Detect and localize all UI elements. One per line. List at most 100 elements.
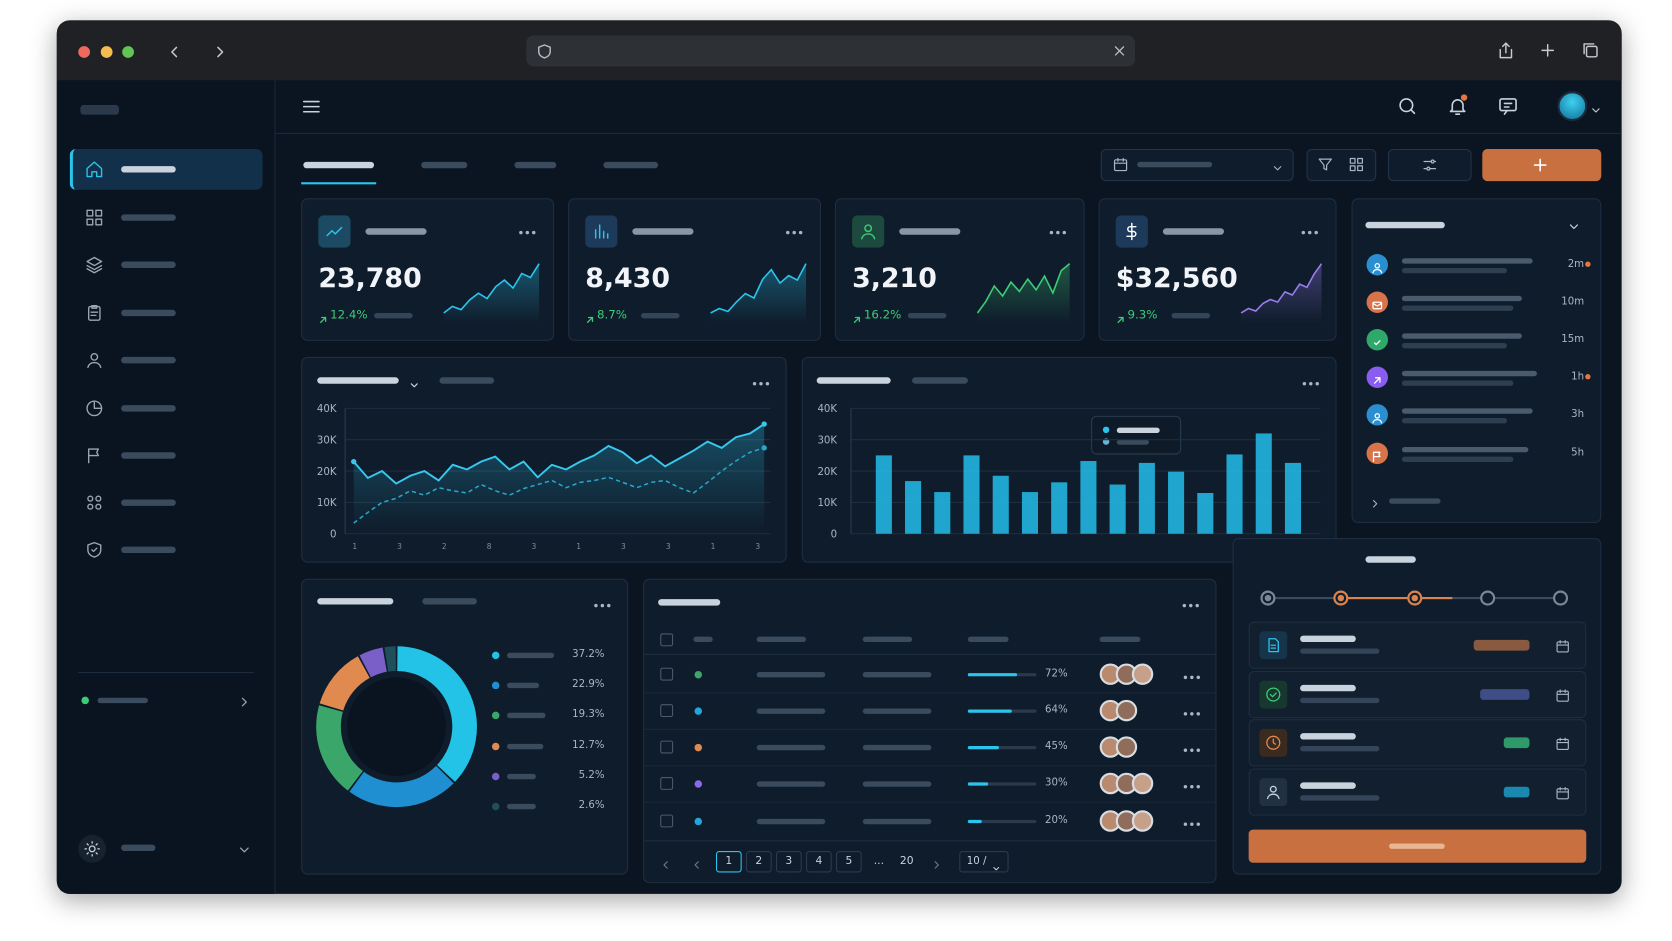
page-button[interactable]: 3 [775,851,802,873]
icon-part [86,218,94,226]
icon-part [786,230,803,235]
back-button[interactable] [165,43,183,61]
page-button[interactable]: 2 [745,851,772,873]
checkbox[interactable] [660,704,674,718]
nav-icon[interactable] [85,446,104,465]
tabs-button[interactable] [1581,41,1600,60]
avatar[interactable] [1557,91,1588,122]
window-control[interactable] [78,46,91,58]
placeholder-text [1401,342,1507,349]
forward-button[interactable] [211,43,229,61]
more-menu[interactable] [592,596,613,609]
icon-part [1196,748,1200,752]
icon-part [1426,166,1431,171]
nav-icon[interactable] [85,255,104,274]
nav-icon[interactable] [85,350,104,369]
progress-fill [967,819,982,823]
icon-part [1503,102,1513,115]
address-bar[interactable] [526,35,1136,67]
page-button[interactable]: 20 [899,855,914,868]
task-calendar[interactable] [1555,785,1570,800]
nav-icon[interactable] [85,493,104,512]
icon-part [1190,748,1194,752]
task-item[interactable] [1248,670,1587,719]
checkbox[interactable] [660,740,674,754]
checkbox[interactable] [660,814,674,828]
page-button[interactable]: 1 [715,851,742,873]
task-calendar[interactable] [1555,735,1570,751]
checkbox[interactable] [660,777,674,790]
placeholder-text [1401,295,1522,302]
nav-icon[interactable] [85,540,104,559]
icon-part [1273,166,1282,171]
collapse-chevron[interactable] [1567,218,1581,232]
icon-part [1270,644,1277,649]
more-menu[interactable] [1181,668,1202,681]
icon-part [93,400,103,410]
page-button[interactable]: 4 [805,851,832,873]
task-calendar[interactable] [1555,687,1570,702]
task-item[interactable] [1248,768,1587,816]
more-menu[interactable] [1181,741,1202,754]
progress-label: 72% [1045,667,1068,680]
expand-chevron[interactable] [237,693,252,708]
icon-part [1374,413,1381,419]
window-control[interactable] [100,46,113,58]
toolbar-control[interactable] [1306,148,1377,182]
first-page[interactable] [659,855,672,869]
more-menu[interactable] [1300,374,1321,387]
icon-part [88,845,96,853]
calendar-icon [1113,156,1129,172]
more-menu[interactable] [1181,815,1202,828]
share-button[interactable] [1496,41,1515,60]
placeholder-text [1099,636,1141,643]
new-tab-button[interactable] [1538,41,1557,60]
nav-icon[interactable] [85,208,104,227]
view-all-chevron[interactable] [1369,494,1382,508]
clear-button[interactable] [1111,43,1127,59]
more-menu[interactable] [1181,777,1202,790]
more-menu[interactable] [783,223,804,236]
nav-icon[interactable] [85,160,104,179]
account-chevron[interactable] [1589,101,1602,114]
more-menu[interactable] [1047,223,1068,236]
nav-icon[interactable] [85,303,104,322]
settings-icon [1421,156,1438,173]
icon-part [1423,159,1437,171]
task-item[interactable] [1248,719,1587,767]
icon-part [519,230,536,235]
next-page[interactable] [930,855,943,869]
page-button[interactable]: ... [873,855,884,868]
more-menu[interactable] [1299,223,1320,236]
icon-part [1183,712,1188,716]
icon-part [752,381,770,386]
icon-part [171,46,178,58]
messages-button[interactable] [1497,95,1518,116]
notifications-button[interactable] [1447,95,1468,116]
search-button[interactable] [1397,95,1418,116]
icon-part [1556,786,1569,793]
more-menu[interactable] [750,374,771,387]
icon-part [302,100,320,113]
task-glyph [1265,637,1282,654]
icon-part [320,316,327,324]
placeholder-text [1401,456,1514,462]
checkbox[interactable] [660,633,674,647]
menu-button[interactable] [301,96,321,116]
placeholder-text [121,356,176,364]
more-menu[interactable] [517,223,538,236]
more-menu[interactable] [1181,704,1202,717]
more-menu[interactable] [1180,596,1201,609]
theme-chevron[interactable] [237,841,252,856]
toolbar-control[interactable] [1387,148,1472,182]
theme-toggle[interactable] [78,834,107,863]
checkbox[interactable] [660,667,674,681]
prev-page[interactable] [690,855,703,869]
task-item[interactable] [1248,621,1587,669]
window-control[interactable] [122,46,134,58]
task-calendar[interactable] [1555,638,1570,653]
progress-fill [967,781,989,786]
nav-icon[interactable] [85,399,104,418]
page-size[interactable]: 10 / [959,851,1009,873]
page-button[interactable]: 5 [836,851,862,873]
